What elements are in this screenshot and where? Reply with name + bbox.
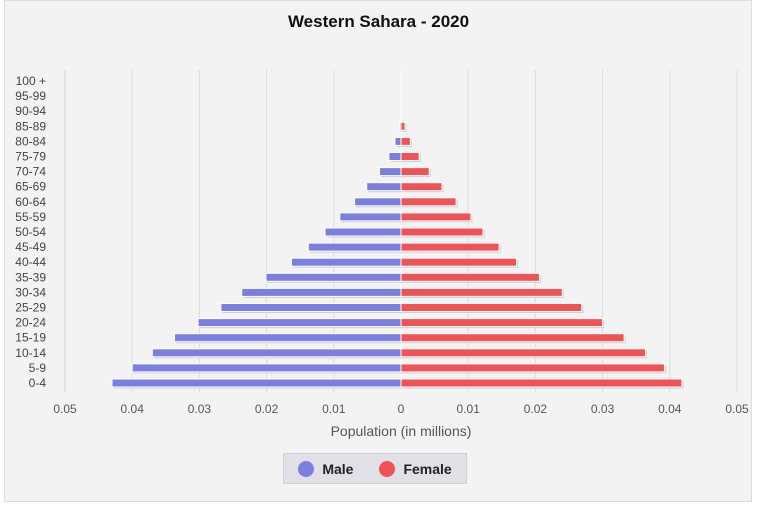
female-bar[interactable]: [400, 152, 420, 161]
male-bar[interactable]: [307, 242, 402, 252]
x-tick-label: 0.02: [255, 402, 279, 416]
age-group-label: 90-94: [15, 104, 46, 118]
female-bar[interactable]: [400, 212, 472, 222]
x-tick-label: 0.04: [658, 402, 682, 416]
legend-female-label: Female: [403, 460, 452, 477]
male-bar[interactable]: [290, 257, 402, 267]
age-group-label: 60-64: [15, 195, 46, 209]
x-tick-label: 0.04: [121, 402, 145, 416]
age-group-label: 75-79: [15, 150, 46, 164]
female-bar[interactable]: [400, 121, 406, 131]
age-group-label: 5-9: [29, 361, 47, 375]
bars: [111, 121, 684, 389]
legend-male-label: Male: [322, 460, 354, 477]
male-bar[interactable]: [265, 272, 402, 282]
male-bar[interactable]: [388, 152, 402, 161]
male-bar[interactable]: [241, 287, 402, 297]
legend: Male Female: [283, 453, 467, 484]
x-tick-label: 0: [398, 402, 405, 416]
female-bar[interactable]: [400, 333, 625, 343]
female-bar[interactable]: [400, 303, 583, 312]
female-bar[interactable]: [400, 318, 604, 328]
age-group-label: 80-84: [15, 134, 46, 148]
x-tick-label: 0.03: [591, 402, 615, 416]
age-group-label: 40-44: [15, 255, 46, 269]
x-tick-label: 0.03: [188, 402, 212, 416]
age-group-label: 100 +: [16, 74, 46, 88]
male-bar[interactable]: [324, 227, 402, 237]
age-group-label: 35-39: [15, 270, 46, 284]
female-bar[interactable]: [400, 257, 518, 267]
age-group-label: 65-69: [15, 180, 46, 194]
male-bar[interactable]: [394, 136, 402, 146]
legend-female[interactable]: Female: [379, 460, 452, 477]
male-bar[interactable]: [354, 197, 402, 207]
female-bar[interactable]: [400, 378, 683, 388]
female-bar[interactable]: [400, 363, 665, 373]
male-bar[interactable]: [151, 348, 402, 358]
female-bar[interactable]: [400, 242, 500, 252]
female-color-dot: [379, 460, 396, 477]
female-bar[interactable]: [400, 287, 563, 297]
x-tick-labels: 0.05 0.04 0.03 0.02 0.01 0 0.01 0.02 0.03 0.04 0.0…: [53, 402, 749, 416]
x-tick-label: 0.02: [524, 402, 548, 416]
male-bar[interactable]: [220, 303, 402, 312]
x-tick-label: 0.05: [53, 402, 77, 416]
female-bar[interactable]: [400, 167, 430, 177]
chart-title: Western Sahara - 2020: [287, 12, 470, 31]
female-bar[interactable]: [400, 227, 484, 237]
female-bar[interactable]: [400, 348, 647, 358]
age-group-label: 10-14: [15, 346, 46, 360]
male-bar[interactable]: [197, 318, 402, 328]
legend-male[interactable]: Male: [298, 460, 354, 477]
age-group-label: 95-99: [15, 89, 46, 103]
male-bar[interactable]: [174, 333, 402, 343]
age-group-label: 45-49: [15, 240, 46, 254]
age-group-label: 15-19: [15, 331, 46, 345]
age-group-label: 20-24: [15, 316, 46, 330]
x-tick-label: 0.01: [457, 402, 481, 416]
x-axis-label: Population (in millions): [331, 423, 472, 439]
female-bar[interactable]: [400, 197, 457, 207]
age-group-label: 50-54: [15, 225, 46, 239]
age-group-label: 25-29: [15, 301, 46, 315]
female-bar[interactable]: [400, 136, 411, 146]
male-bar[interactable]: [378, 167, 402, 177]
age-group-label: 85-89: [15, 119, 46, 133]
age-group-label: 55-59: [15, 210, 46, 224]
female-bar[interactable]: [400, 182, 443, 192]
male-bar[interactable]: [339, 212, 402, 222]
female-bar[interactable]: [400, 272, 540, 282]
age-group-label: 0-4: [29, 376, 47, 390]
male-bar[interactable]: [366, 182, 402, 192]
male-bar[interactable]: [131, 363, 402, 373]
male-color-dot: [298, 460, 315, 477]
male-bar[interactable]: [111, 378, 402, 388]
age-group-label: 30-34: [15, 285, 46, 299]
age-group-label: 70-74: [15, 165, 46, 179]
x-tick-label: 0.05: [725, 402, 749, 416]
x-tick-label: 0.01: [322, 402, 346, 416]
